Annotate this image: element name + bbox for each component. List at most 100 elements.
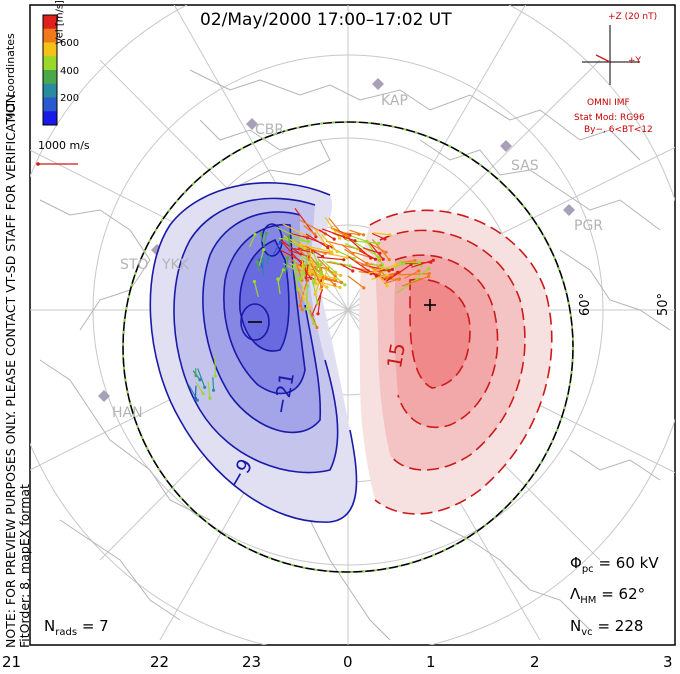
colorbar-segment	[43, 97, 57, 112]
velocity-vector-origin	[378, 251, 382, 255]
velocity-vector-origin	[333, 283, 337, 287]
axis-tick-2: 2	[530, 653, 540, 671]
velocity-vector	[384, 278, 399, 285]
velocity-vector-origin	[357, 232, 361, 236]
stat-nrads: Nrads = 7	[44, 617, 109, 638]
velocity-vector	[299, 219, 326, 235]
axis-tick-1: 1	[426, 653, 436, 671]
velocity-vector	[385, 264, 412, 282]
velocity-vector	[288, 232, 308, 239]
plot-frame	[29, 4, 676, 646]
velocity-vector	[287, 236, 291, 249]
velocity-vector	[347, 237, 372, 259]
velocity-vector-origin	[306, 239, 311, 244]
colorbar-border	[42, 14, 58, 126]
velocity-vector-origin	[262, 248, 266, 252]
stat-lambda-hm: ΛHM = 62°	[570, 585, 645, 606]
velocity-vector-origin	[330, 251, 334, 255]
velocity-vector	[371, 232, 386, 240]
velocity-vector	[309, 309, 318, 328]
velocity-vector	[195, 382, 204, 395]
colorbar-segment	[43, 111, 57, 126]
velocity-vector	[309, 249, 312, 274]
station-label-cbr: CBR	[255, 122, 285, 138]
velocity-vector	[362, 247, 381, 254]
velocity-vector-origin	[308, 272, 312, 276]
velocity-vector-origin	[323, 251, 327, 255]
potential-extrema	[248, 299, 436, 323]
velocity-vector-origin	[278, 240, 282, 244]
lat-label-60: 60°	[578, 292, 593, 316]
velocity-vector-origin	[316, 312, 320, 316]
velocity-vector-origin	[296, 288, 300, 292]
velocity-vector-origin	[304, 307, 309, 311]
velocity-vector	[349, 229, 364, 236]
phi-sub: pc	[581, 564, 594, 575]
velocity-vector-origin	[351, 251, 355, 255]
velocity-vector	[299, 280, 311, 308]
velocity-vector-origin	[362, 286, 366, 290]
station-label-han: HAN	[112, 405, 143, 421]
velocity-vector	[313, 227, 333, 254]
map-title: 02/May/2000 17:00–17:02 UT	[200, 10, 452, 30]
velocity-vector	[248, 234, 256, 248]
velocity-vector-origin	[383, 237, 387, 241]
velocity-vector	[317, 292, 322, 314]
velocity-vector-origin	[362, 233, 366, 237]
lambda-symbol: Λ	[570, 585, 581, 603]
velocity-vector-origin	[308, 305, 312, 309]
velocity-vector-origin	[213, 374, 217, 378]
lambda-sub: HM	[580, 595, 597, 606]
velocity-vector-origin	[315, 325, 319, 330]
velocity-vector-origin	[313, 292, 317, 296]
velocity-vector	[212, 377, 215, 391]
imf-source: OMNI IMF	[587, 98, 630, 108]
velocity-vector-origin	[299, 277, 303, 281]
velocity-vector	[321, 234, 338, 252]
stat-phi-pc: Φpc = 60 kV	[570, 554, 659, 575]
velocity-vector-origin	[314, 282, 318, 286]
velocity-vector	[282, 223, 309, 238]
velocity-vector-origin	[302, 297, 306, 301]
station-label-pgr: PGR	[574, 218, 604, 234]
contour-label-15: 15	[382, 340, 411, 371]
velocity-vector	[340, 263, 354, 272]
velocity-vector-origin	[338, 236, 342, 240]
velocity-vector-origin	[348, 264, 352, 268]
velocity-vector	[318, 229, 335, 240]
velocity-vector	[304, 270, 335, 279]
velocity-vector-origin	[397, 277, 401, 281]
velocity-vector	[352, 259, 381, 273]
vector-scale-label: 1000 m/s	[38, 139, 90, 152]
velocity-vector-origin	[427, 267, 431, 271]
velocity-vector-origin	[409, 262, 413, 267]
nrads-symbol: N	[44, 617, 56, 635]
velocity-vector	[367, 263, 397, 275]
velocity-vector	[303, 225, 316, 235]
velocity-vector	[321, 259, 336, 273]
velocity-vector	[258, 249, 265, 266]
nvc-sub: vc	[581, 627, 593, 638]
velocity-vector-origin	[413, 259, 417, 263]
colorbar-tick-600: 600	[60, 38, 80, 49]
velocity-vector	[284, 257, 289, 274]
velocity-vector-origin	[314, 235, 318, 239]
velocity-vector-origin	[390, 273, 394, 277]
velocity-vector	[281, 240, 301, 255]
velocity-vector	[314, 270, 324, 295]
velocity-vector-origin	[339, 273, 343, 277]
velocity-vector	[310, 263, 323, 288]
velocity-vector	[371, 274, 388, 280]
vector-scale-dot	[36, 162, 40, 166]
velocity-vector	[256, 261, 260, 272]
velocity-vector-origin	[353, 239, 357, 243]
velocity-vector-origin	[427, 274, 431, 279]
velocity-vector	[298, 243, 332, 253]
velocity-vector-origin	[208, 396, 212, 400]
velocity-vector	[277, 278, 281, 294]
velocity-vector	[328, 217, 347, 239]
velocity-vector	[298, 287, 305, 300]
station-label-kap: KAP	[381, 93, 408, 109]
velocity-vector	[294, 259, 299, 280]
imf-z-label: +Z (20 nT)	[608, 12, 658, 22]
